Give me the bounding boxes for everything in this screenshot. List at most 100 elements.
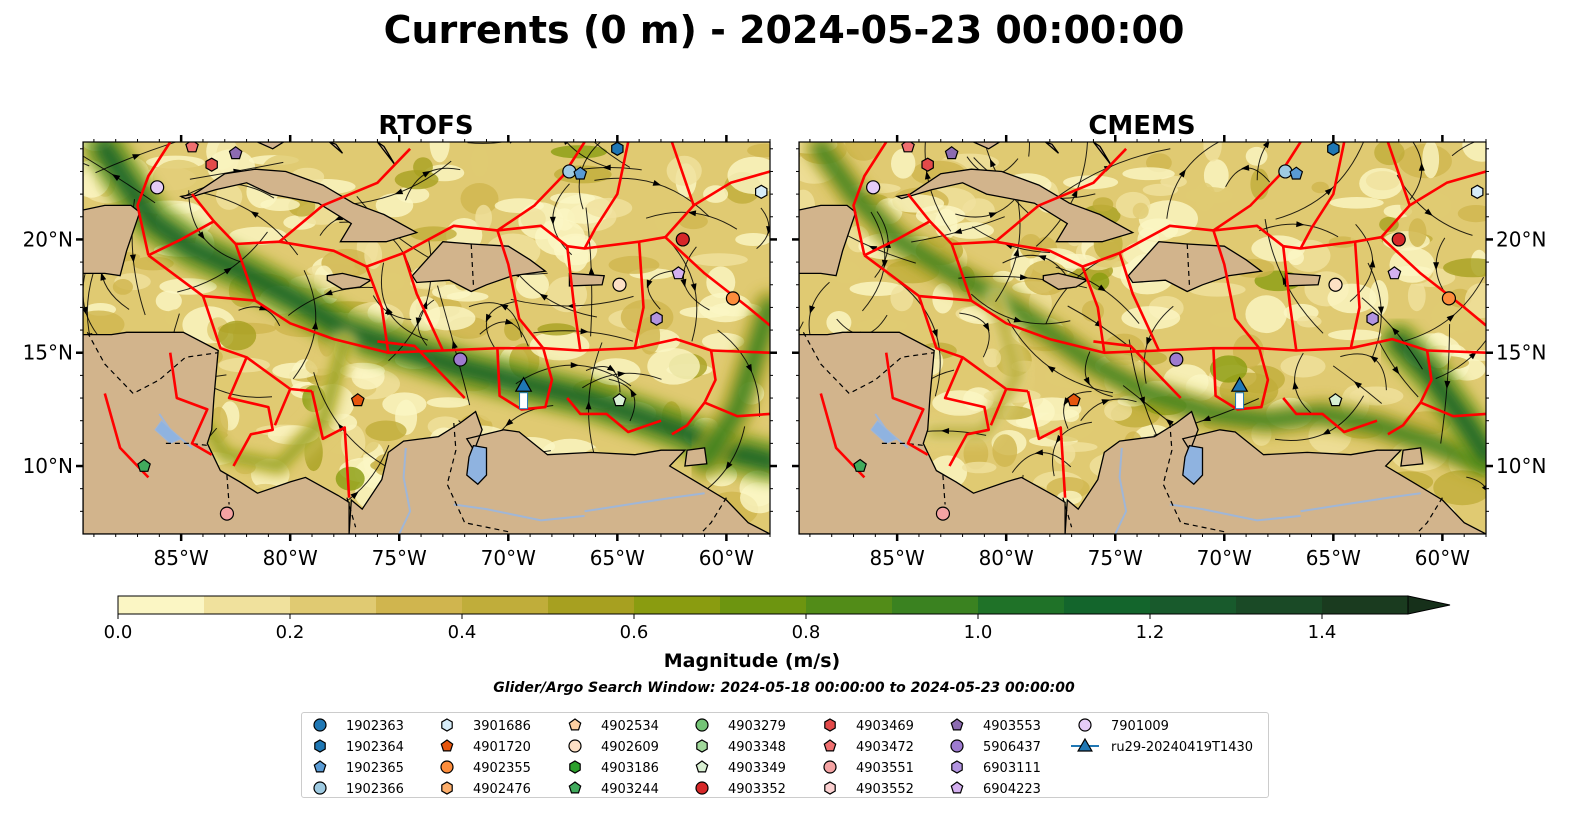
legend-label: 4902609 [601, 740, 659, 755]
legend-entry-4903279: 4903279 [695, 718, 786, 734]
streamline-arrow [990, 158, 996, 168]
speed-patch [727, 156, 770, 195]
streamline-arrow [823, 536, 829, 545]
legend-entry-4902534: 4902534 [568, 718, 659, 734]
legend-entry-7901009: 7901009 [1078, 718, 1169, 734]
speed-patch [1051, 442, 1098, 452]
speed-patch [1245, 146, 1268, 166]
speed-patch [1296, 315, 1322, 328]
eez-line [234, 243, 257, 302]
speed-patch [1374, 142, 1405, 166]
streamline-arrow [1481, 484, 1486, 491]
eez-line [950, 243, 973, 302]
legend-label: 4902476 [473, 782, 531, 797]
speed-patch [591, 358, 641, 386]
streamline-arrow [988, 212, 998, 219]
legend-label: 4903552 [856, 782, 914, 797]
legend-label: 4903472 [856, 740, 914, 755]
argo-float-4903553 [228, 146, 243, 160]
streamline-arrow [1262, 142, 1270, 149]
argo-float-4903472 [901, 142, 915, 153]
speed-patch [690, 253, 748, 267]
streamline-arrow [111, 174, 121, 181]
legend-entry-4903553: 4903553 [950, 718, 1041, 734]
eez-line [1380, 236, 1486, 327]
lon-tick-label: 65°W [590, 546, 645, 570]
country-border [881, 442, 926, 447]
land-polygon [895, 168, 1135, 243]
legend-label: 4903348 [728, 740, 786, 755]
argo-float-4901720 [350, 393, 365, 407]
streamline-arrow [1202, 415, 1211, 421]
speed-patch [701, 332, 745, 350]
colorbar-bin [720, 596, 807, 614]
argo-float-4902609 [1328, 277, 1343, 292]
eez-line [1026, 390, 1067, 498]
legend: 1902363 1902364 1902365 1902366 3901686 49017… [301, 712, 1269, 798]
speed-patch [1245, 295, 1287, 334]
speed-patch [961, 461, 997, 474]
speed-patch [1185, 187, 1233, 205]
eez-line [273, 388, 292, 426]
streamline-arrow [350, 491, 359, 500]
lon-tick-label: 70°W [1197, 546, 1252, 570]
legend-label: 4903352 [728, 782, 786, 797]
argo-float-4903469 [921, 157, 934, 172]
legend-marker [314, 739, 326, 753]
eez-line [190, 193, 215, 223]
eez-line [583, 142, 630, 250]
argo-float-5906437 [453, 352, 468, 367]
eez-line [1281, 246, 1298, 351]
legend-label: 4903279 [728, 719, 786, 734]
speed-patch [890, 284, 914, 312]
streamline [1451, 142, 1476, 157]
colorbar-frame [117, 595, 1409, 615]
speed-patch [1251, 235, 1305, 262]
streamline-arrow [1296, 221, 1305, 228]
streamline-arrow [422, 170, 431, 178]
streamline-arrow [581, 129, 589, 137]
argo-floats [137, 142, 768, 521]
colorbar-bin [1150, 596, 1237, 614]
colorbar-tick-label: 1.4 [1308, 622, 1337, 643]
streamline-arrow [646, 279, 653, 289]
speed-patch [740, 482, 770, 514]
lon-tick-label: 60°W [1415, 546, 1470, 570]
streamline-arrow [250, 211, 259, 218]
legend-entry-5906437: 5906437 [950, 739, 1041, 755]
eez-line [989, 388, 1008, 426]
eez-line [1299, 142, 1346, 250]
speed-patch [992, 434, 1018, 467]
streamline [1466, 476, 1486, 490]
streamline-arrow [83, 306, 88, 316]
rtofs-panel: RTOFS 85°W 80°W 75°W 70°W 65°W 60°W 20°N 15°N 10… [23, 111, 777, 570]
streamline-arrow [1165, 418, 1174, 427]
legend-entry-4903469: 4903469 [824, 718, 914, 734]
speed-patch [647, 348, 700, 385]
eez-line [1349, 241, 1361, 349]
lat-tick-label: 20°N [1496, 227, 1546, 251]
legend-label: 4902534 [601, 719, 659, 734]
lon-tick-label: 75°W [1088, 546, 1143, 570]
legend-entry-4903349: 4903349 [695, 760, 786, 776]
country-border [226, 475, 230, 505]
legend-marker [950, 781, 964, 794]
legend-label: 4903186 [601, 761, 659, 776]
speed-patch [679, 306, 730, 319]
speed-patch [932, 390, 988, 416]
argo-float-1902364 [1327, 142, 1340, 156]
legend-entry-4901720: 4901720 [440, 739, 531, 755]
eez-line [377, 340, 466, 399]
legend-entry-6904223: 6904223 [950, 781, 1041, 797]
streamline-arrow [338, 423, 346, 432]
glider-ru29-20240419T1430 [514, 376, 533, 392]
speed-patch [413, 157, 433, 178]
streamline-arrow [386, 306, 393, 316]
speed-patch [983, 348, 1002, 368]
legend-entry-4903348: 4903348 [696, 739, 786, 755]
legend-marker [823, 760, 837, 774]
streamline-arrow [924, 171, 931, 180]
country-border [165, 442, 210, 447]
legend-marker [695, 760, 709, 773]
